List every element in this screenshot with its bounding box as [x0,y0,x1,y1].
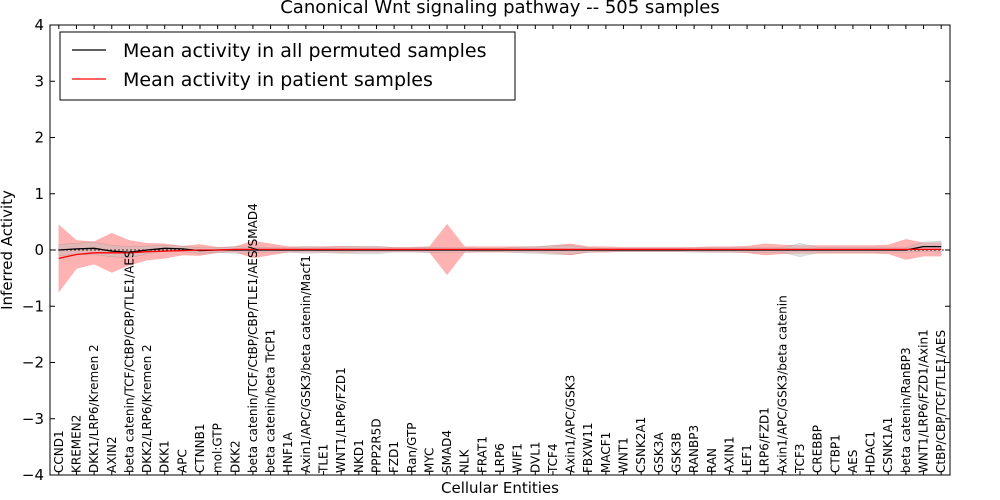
xtick-label: beta catenin/beta TrCP1 [264,329,278,473]
ytick-label: −4 [22,466,44,484]
xtick-label: TCF4 [546,443,560,474]
xtick-label: KREMEN2 [70,415,84,473]
xtick-label: CREBBP [811,425,825,473]
ytick-label: 0 [34,241,44,259]
xtick-label: CSNK2A1 [634,417,648,473]
xtick-label: HDAC1 [864,431,878,473]
xtick-label: TCF3 [793,443,807,474]
xtick-label: WNT1/LRP6/FZD1 [334,367,348,473]
xtick-label: Axin1/APC/GSK3/beta catenin [775,295,789,473]
ytick-label: −3 [22,410,44,428]
legend-label-permuted: Mean activity in all permuted samples [123,40,486,62]
xtick-label: mol:GTP [211,423,225,473]
ytick-label: 2 [34,129,44,147]
xtick-label: FBXW11 [581,423,595,474]
xtick-label: LRP6/FZD1 [758,407,772,473]
xtick-label: GSK3B [670,432,684,473]
xtick-label: AXIN1 [722,436,736,473]
legend-label-patient: Mean activity in patient samples [123,69,433,91]
xtick-label: AXIN2 [105,436,119,473]
xtick-label: CSNK1A1 [881,417,895,473]
xtick-label: CCND1 [52,430,66,473]
xtick-label: FZD1 [387,441,401,473]
plot-border [49,24,951,476]
xtick-label: LEF1 [740,444,754,473]
xtick-label: CTNNB1 [193,423,207,473]
xtick-label: DKK1/LRP6/Kremen 2 [87,344,101,473]
xtick-label: Axin1/APC/GSK3 [564,375,578,473]
xtick-label: RANBP3 [687,425,701,473]
xtick-label: WIF1 [511,443,525,473]
xtick-label: DVL1 [528,441,542,473]
y-axis-title: Inferred Activity [0,190,16,310]
xtick-label: DKK2/LRP6/Kremen 2 [140,344,154,473]
xtick-label: beta catenin/RanBP3 [899,347,913,473]
xtick-label: SMAD4 [440,430,454,473]
xtick-label: DKK2 [228,440,242,473]
xtick-label: DKK1 [158,440,172,473]
xtick-label: FRAT1 [475,436,489,473]
band-patient [58,223,942,293]
ytick-label: −2 [22,354,44,372]
xtick-label: APC [175,449,189,473]
ytick-label: −1 [22,297,44,315]
ytick-label: 4 [34,16,44,34]
xtick-label: Ran/GTP [405,422,419,473]
xtick-label: NLK [458,448,472,473]
ytick-label: 3 [34,72,44,90]
xtick-label: beta catenin/TCF/CtBP/CBP/TLE1/AES/SMAD4 [246,203,260,473]
xtick-label: CTBP1 [828,434,842,473]
xtick-label: HNF1A [281,431,295,473]
xtick-label: RAN [705,448,719,473]
legend-box [59,31,516,101]
xtick-label: NKD1 [352,439,366,473]
xtick-label: AES [846,450,860,473]
xtick-label: TLE1 [317,444,331,474]
xtick-label: WNT1 [617,437,631,473]
xtick-label: MYC [422,448,436,473]
xtick-label: beta catenin/TCF/CtBP/CBP/TLE1/AES [122,250,136,473]
xtick-label: MACF1 [599,432,613,473]
x-axis-title: Cellular Entities [441,479,559,497]
series-line-patient [58,248,942,260]
xtick-label: LRP6 [493,443,507,473]
xtick-label: CtBP/CBP/TCF/TLE1/AES [934,330,948,473]
ytick-label: 1 [34,185,44,203]
xtick-label: PPP2R5D [370,418,384,473]
legend: Mean activity in all permuted samples Me… [59,31,516,101]
xtick-label: GSK3A [652,432,666,473]
xtick-label: Axin1/APC/GSK3/beta catenin/Macf1 [299,255,313,473]
chart-title: Canonical Wnt signaling pathway -- 505 s… [280,0,720,18]
xtick-label: WNT1/LRP6/FZD1/Axin1 [917,329,931,473]
